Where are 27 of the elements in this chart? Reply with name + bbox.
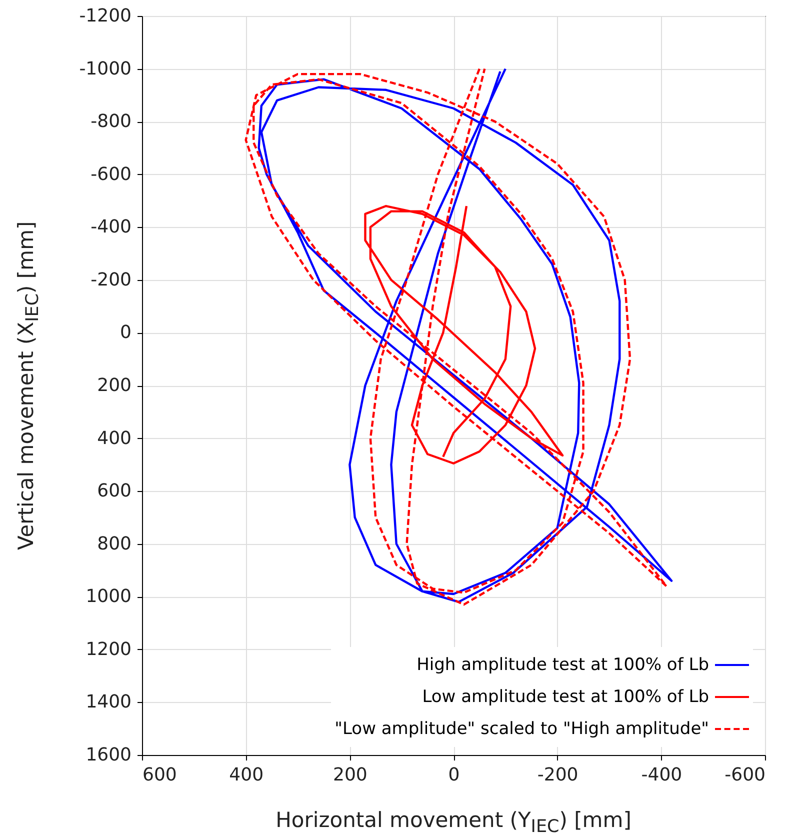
x-tick-label: -600 xyxy=(724,764,766,786)
y-tick-label: 200 xyxy=(97,375,132,396)
y-tick-label: -1000 xyxy=(79,58,132,80)
y-tick-label: -400 xyxy=(90,216,132,238)
y-tick-label: -800 xyxy=(90,111,132,132)
y-tick-label: 400 xyxy=(97,428,132,449)
y-tick-label: -600 xyxy=(90,164,132,185)
x-tick-label: 200 xyxy=(332,764,368,786)
y-tick-label: 0 xyxy=(120,322,132,344)
x-tick-label: -400 xyxy=(641,764,682,786)
x-tick-label: 600 xyxy=(142,764,177,786)
line-series xyxy=(364,204,564,464)
y-tick-label: 600 xyxy=(97,480,132,502)
legend-label: "Low amplitude" scaled to "High amplitude" xyxy=(334,719,709,739)
y-tick-label: 1200 xyxy=(86,638,132,660)
y-tick-label: 800 xyxy=(97,533,132,554)
legend-label: High amplitude test at 100% of Lb xyxy=(416,655,709,675)
x-tick-label: 0 xyxy=(448,764,460,786)
y-tick-label: 1600 xyxy=(86,744,132,766)
legend-label: Low amplitude test at 100% of Lb xyxy=(422,687,709,707)
y-tick-label: -1200 xyxy=(79,6,132,26)
y-tick-label: 1000 xyxy=(86,586,132,608)
x-axis-title: Horizontal movement (Y$_{IEC}$) [mm] xyxy=(274,808,632,838)
x-tick-label: -200 xyxy=(537,764,578,786)
y-tick-label: -200 xyxy=(90,269,132,290)
x-tick-label: 400 xyxy=(229,764,264,786)
y-tick-label: 1400 xyxy=(86,692,132,713)
